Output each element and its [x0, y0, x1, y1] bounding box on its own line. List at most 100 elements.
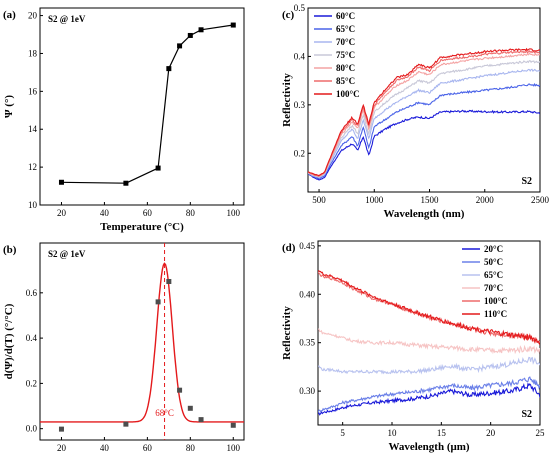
x-tick-label: 60 — [143, 443, 153, 453]
legend-label: 100°C — [484, 296, 508, 306]
panel-c: (c) 500 1000 1500 2000 2500 0.2 0.3 0.4 0.5 Wavele… — [281, 3, 550, 220]
panel-a: (a) 20 40 60 80 100 10 12 14 16 18 20 Temperature (°… — [3, 7, 245, 233]
data-point — [187, 405, 193, 411]
series-line — [308, 60, 540, 178]
series-line — [318, 376, 540, 413]
legend-label: 20°C — [484, 244, 503, 254]
data-point — [166, 278, 172, 284]
plot-frame — [39, 242, 245, 441]
x-tick-label: 20 — [57, 443, 67, 453]
y-tick-label: 0.2 — [294, 148, 305, 158]
x-tick-label: 1000 — [365, 195, 384, 205]
series-line — [308, 68, 540, 179]
panel-label: (a) — [3, 9, 16, 21]
data-point — [58, 426, 64, 432]
x-tick-label: 500 — [312, 195, 326, 205]
legend-label: 70°C — [336, 37, 355, 47]
series-line — [318, 356, 540, 375]
plot-frame — [307, 7, 541, 193]
series-line — [318, 328, 540, 355]
y-tick-label: 0.4 — [294, 51, 306, 61]
series-line — [308, 109, 540, 181]
data-point — [187, 32, 193, 38]
data-point — [198, 27, 204, 33]
legend-label: 50°C — [484, 257, 503, 267]
data-point — [123, 180, 129, 186]
data-point — [177, 43, 183, 49]
data-point — [155, 165, 161, 171]
plot-area — [308, 47, 540, 181]
data-point — [58, 179, 64, 185]
x-axis-label: Wavelength (nm) — [384, 208, 465, 220]
y-tick-label: 20 — [28, 11, 38, 21]
y-tick-label: 0.4 — [26, 333, 38, 343]
plot-area — [58, 22, 236, 186]
legend-label: 100°C — [336, 89, 360, 99]
x-tick-label: 1500 — [421, 195, 440, 205]
y-tick-label: 10 — [28, 200, 38, 210]
plot-frame — [317, 240, 541, 426]
legend: 20°C 50°C 65°C 70°C 100°C 110°C — [462, 244, 508, 319]
y-tick-label: 0.45 — [299, 241, 315, 251]
y-axis-label: Ψ (°) — [3, 95, 15, 118]
x-tick-label: 80 — [186, 208, 196, 218]
annotation: S2 @ 1eV — [48, 14, 86, 24]
series-line — [318, 382, 540, 416]
panel-d: (d) 5 10 15 20 25 0.30 0.35 0.40 0.45 Wavelength (… — [281, 240, 546, 453]
legend-label: 85°C — [336, 76, 355, 86]
y-tick-label: 0.3 — [294, 100, 306, 110]
plot-area — [40, 243, 244, 440]
x-tick-label: 20 — [57, 208, 67, 218]
x-tick-label: 15 — [437, 428, 447, 438]
legend-label: 80°C — [336, 63, 355, 73]
series-line — [308, 52, 540, 178]
data-point — [230, 22, 236, 28]
data-point — [230, 422, 236, 428]
legend-label: 65°C — [484, 270, 503, 280]
y-axis-label: d(Ψ)/d(T) (°/°C) — [3, 303, 15, 379]
legend: 60°C 65°C 70°C 75°C 80°C 85°C 100°C — [314, 11, 360, 99]
x-axis-label: Temperature (°C) — [100, 221, 184, 233]
x-tick-label: 25 — [536, 428, 546, 438]
y-axis-label: Reflectivity — [281, 73, 293, 127]
y-tick-label: 0.30 — [299, 386, 315, 396]
series-line — [318, 270, 540, 346]
data-point — [155, 299, 161, 305]
x-tick-label: 10 — [388, 428, 398, 438]
x-tick-label: 40 — [100, 208, 110, 218]
plot-frame — [39, 7, 245, 206]
legend-label: 60°C — [336, 11, 355, 21]
x-tick-label: 100 — [227, 208, 241, 218]
fit-curve — [40, 262, 244, 423]
y-tick-label: 0.2 — [26, 378, 37, 388]
legend-label: 110°C — [484, 309, 507, 319]
series-line — [308, 82, 540, 180]
y-axis-label: Reflectivity — [281, 306, 293, 360]
y-tick-label: 0.40 — [299, 289, 315, 299]
data-point — [166, 66, 172, 72]
x-tick-label: 60 — [143, 208, 153, 218]
legend-label: 65°C — [336, 24, 355, 34]
series-line — [318, 271, 540, 344]
x-tick-label: 2000 — [476, 195, 495, 205]
series-line — [308, 47, 540, 177]
data-point — [198, 417, 204, 423]
data-point — [123, 421, 129, 427]
annotation: S2 @ 1eV — [48, 249, 86, 259]
legend-label: 75°C — [336, 50, 355, 60]
vline-label: 68°C — [155, 408, 174, 418]
panel-label: (b) — [3, 244, 17, 256]
y-tick-label: 0.6 — [26, 288, 38, 298]
panel-label: (d) — [282, 242, 296, 254]
x-tick-label: 5 — [340, 428, 345, 438]
series-line — [61, 24, 234, 184]
y-tick-label: 0.0 — [26, 424, 38, 434]
legend-label: 70°C — [484, 283, 503, 293]
y-tick-label: 0.35 — [299, 338, 315, 348]
x-tick-label: 80 — [186, 443, 196, 453]
y-tick-label: 12 — [28, 162, 37, 172]
y-tick-label: 0.5 — [294, 3, 306, 13]
y-tick-label: 16 — [28, 86, 38, 96]
y-tick-label: 14 — [28, 124, 38, 134]
